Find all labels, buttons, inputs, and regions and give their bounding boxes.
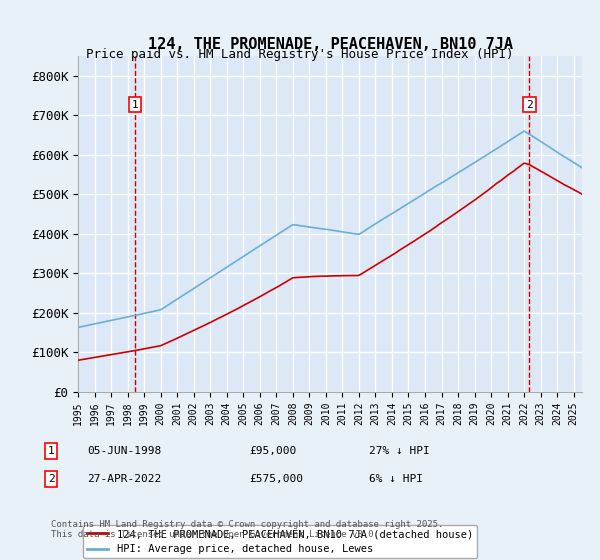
Title: 124, THE PROMENADE, PEACEHAVEN, BN10 7JA: 124, THE PROMENADE, PEACEHAVEN, BN10 7JA [148, 37, 512, 52]
Text: 27-APR-2022: 27-APR-2022 [87, 474, 161, 484]
Text: Price paid vs. HM Land Registry's House Price Index (HPI): Price paid vs. HM Land Registry's House … [86, 48, 514, 60]
Text: 2: 2 [47, 474, 55, 484]
Text: 05-JUN-1998: 05-JUN-1998 [87, 446, 161, 456]
Legend: 124, THE PROMENADE, PEACEHAVEN, BN10 7JA (detached house), HPI: Average price, d: 124, THE PROMENADE, PEACEHAVEN, BN10 7JA… [83, 525, 477, 558]
Text: 1: 1 [47, 446, 55, 456]
Text: £575,000: £575,000 [249, 474, 303, 484]
Text: £95,000: £95,000 [249, 446, 296, 456]
Text: 6% ↓ HPI: 6% ↓ HPI [369, 474, 423, 484]
Text: 2: 2 [526, 100, 533, 110]
Text: 27% ↓ HPI: 27% ↓ HPI [369, 446, 430, 456]
Text: Contains HM Land Registry data © Crown copyright and database right 2025.
This d: Contains HM Land Registry data © Crown c… [51, 520, 443, 539]
Text: 1: 1 [131, 100, 138, 110]
